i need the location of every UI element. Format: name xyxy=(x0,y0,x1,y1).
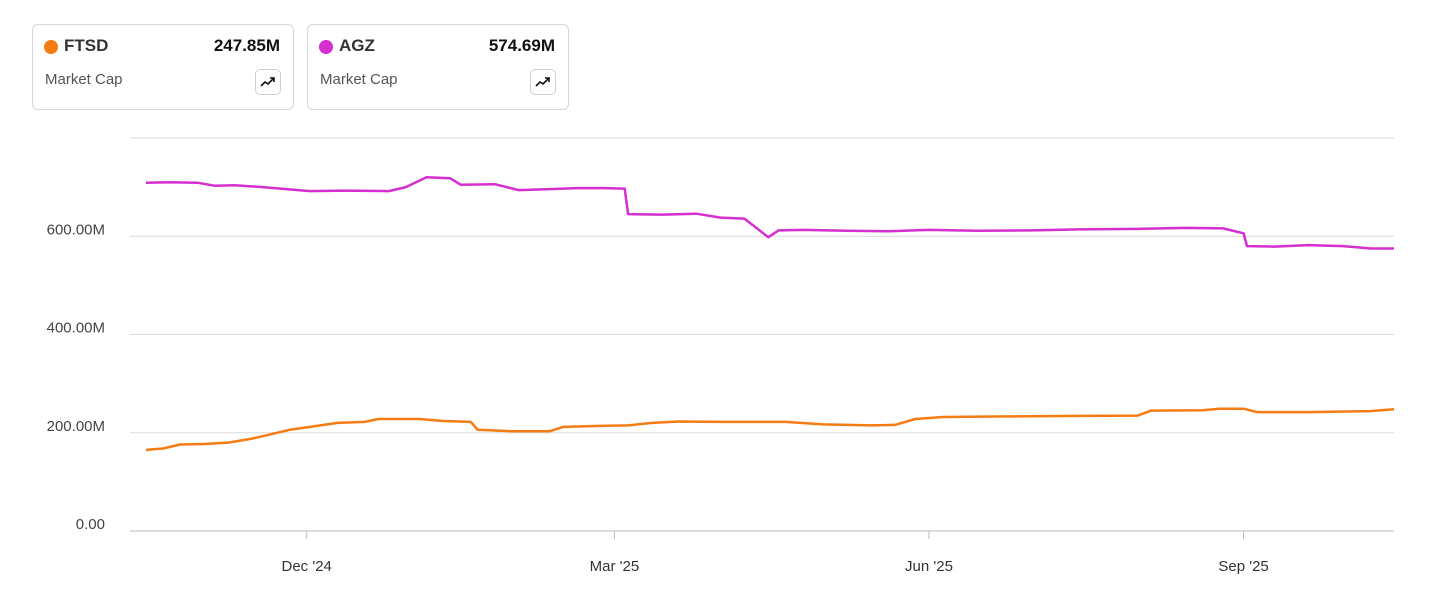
series-line-ftsd xyxy=(145,407,1395,452)
y-tick-label: 0.00 xyxy=(76,516,105,533)
y-tick-label: 600.00M xyxy=(47,221,105,238)
y-tick-label: 200.00M xyxy=(47,418,105,435)
series-ticker: FTSD xyxy=(64,36,109,55)
series-metric: Market Cap xyxy=(320,71,398,88)
series-value: 574.69M xyxy=(488,36,555,55)
series-metric: Market Cap xyxy=(45,71,123,88)
x-tick-label: Sep '25 xyxy=(1218,558,1268,575)
x-tick-label: Dec '24 xyxy=(282,558,332,575)
series-color-dot xyxy=(319,40,333,54)
series-color-dot xyxy=(44,40,58,54)
series-ticker: AGZ xyxy=(339,36,375,55)
series-card-agz[interactable]: AGZ 574.69M Market Cap xyxy=(307,24,569,110)
series-line-agz xyxy=(145,176,1394,250)
trend-up-icon[interactable] xyxy=(255,69,281,95)
series-card-ftsd[interactable]: FTSD 247.85M Market Cap xyxy=(32,24,294,110)
series-value: 247.85M xyxy=(213,36,280,55)
x-tick-label: Mar '25 xyxy=(590,558,640,575)
trend-up-icon[interactable] xyxy=(530,69,556,95)
y-tick-label: 400.00M xyxy=(47,320,105,337)
x-tick-label: Jun '25 xyxy=(905,558,953,575)
